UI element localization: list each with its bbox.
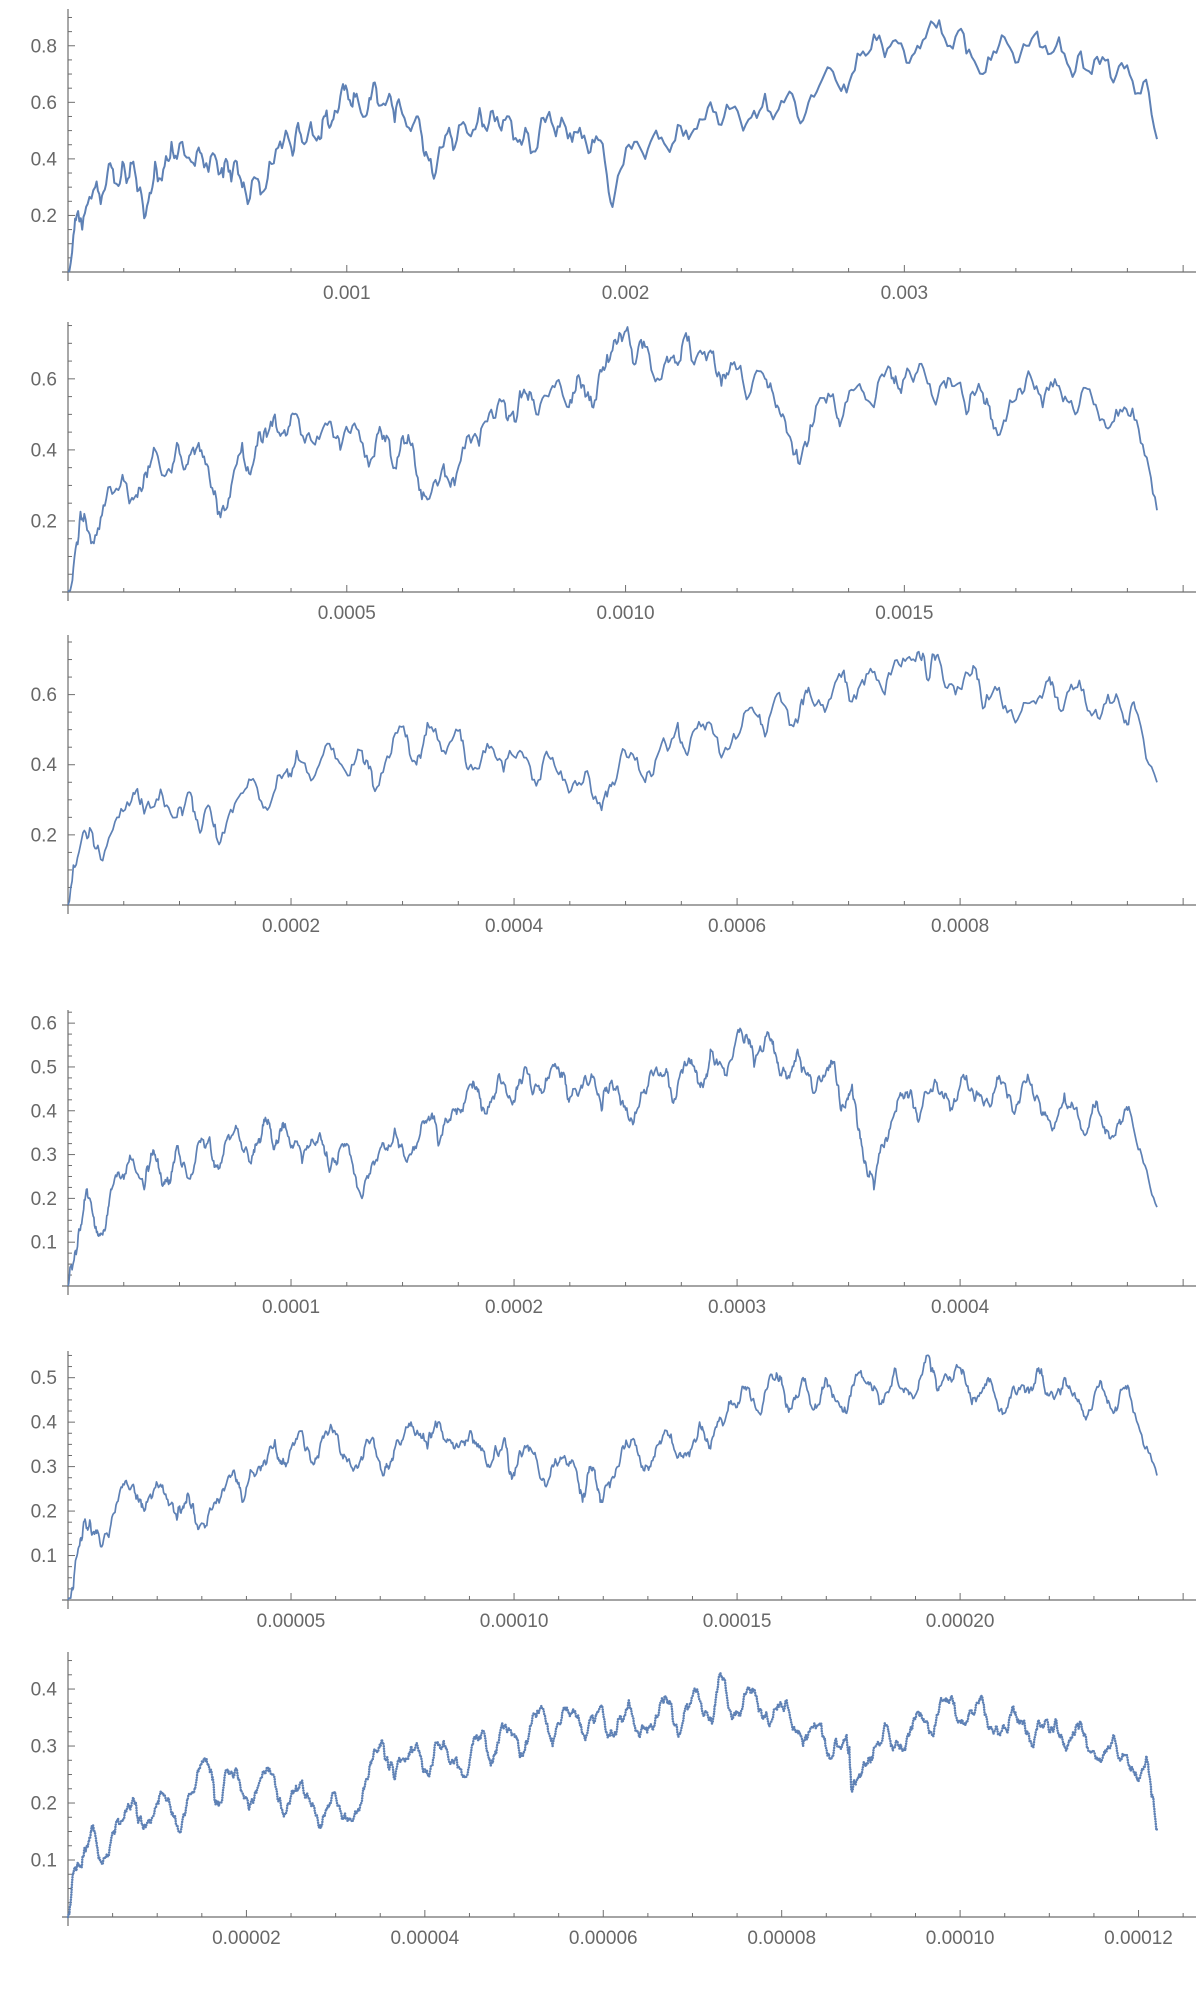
x-tick-label: 0.00002: [212, 1928, 281, 1949]
plot-1-canvas: 0.001 0.002 0.003 0.2 0.4 0.6 0.8: [31, 9, 1196, 300]
x-tick-label: 0.0004: [931, 1297, 990, 1318]
plot-5: 0.00005 0.00010 0.00015 0.00020 0.1 0.2 0.3 0.4…: [0, 1325, 1202, 1640]
plot-1: 0.001 0.002 0.003 0.2 0.4 0.6 0.8: [0, 0, 1202, 300]
y-tick-label: 0.4: [31, 440, 58, 461]
y-tick-label: 0.2: [31, 511, 57, 532]
x-tick-label: 0.0002: [262, 916, 320, 937]
x-tick-label: 0.00020: [926, 1611, 995, 1632]
ticks: [68, 16, 1184, 272]
x-tick-label: 0.00012: [1104, 1928, 1173, 1949]
x-tick-label: 0.001: [323, 283, 371, 300]
x-tick-label: 0.00005: [257, 1611, 326, 1632]
line-curve: [67, 326, 1158, 593]
ticks: [68, 325, 1184, 592]
plot-6-canvas: 0.00002 0.00004 0.00006 0.00008 0.00010 0.000…: [31, 1652, 1196, 1949]
x-tick-label: 0.0015: [875, 603, 933, 620]
x-tick-label: 0.00010: [926, 1928, 995, 1949]
y-tick-label: 0.3: [31, 1737, 57, 1758]
tick-labels: 0.0005 0.0010 0.0015 0.2 0.4 0.6: [31, 369, 934, 620]
y-tick-label: 0.1: [31, 1851, 57, 1872]
x-tick-label: 0.00015: [703, 1611, 772, 1632]
x-tick-label: 0.00006: [569, 1928, 638, 1949]
axes: [62, 1351, 1196, 1609]
scatter-curve: [66, 1671, 1159, 1919]
plot-4: 0.0001 0.0002 0.0003 0.0004 0.1 0.2 0.3 0.4 0.5 0…: [0, 940, 1202, 1325]
x-tick-label: 0.0006: [708, 916, 766, 937]
tick-labels: 0.00005 0.00010 0.00015 0.00020 0.1 0.2 0.3 0.4…: [31, 1368, 995, 1632]
y-tick-label: 0.2: [31, 1794, 57, 1815]
axes: [62, 1010, 1196, 1295]
line-curve: [67, 1027, 1158, 1287]
y-tick-label: 0.4: [31, 1413, 58, 1434]
y-tick-label: 0.4: [31, 149, 58, 170]
plot-2: 0.0005 0.0010 0.0015 0.2 0.4 0.6: [0, 300, 1202, 620]
x-tick-label: 0.00008: [747, 1928, 816, 1949]
y-tick-label: 0.6: [31, 369, 57, 390]
y-tick-label: 0.1: [31, 1233, 57, 1254]
ticks: [68, 641, 1184, 905]
y-tick-label: 0.2: [31, 1502, 57, 1523]
x-tick-label: 0.0008: [931, 916, 989, 937]
plot-3: 0.0002 0.0004 0.0006 0.0008 0.2 0.4 0.6: [0, 620, 1202, 940]
x-tick-label: 0.0010: [597, 603, 655, 620]
x-tick-label: 0.002: [602, 283, 650, 300]
y-tick-label: 0.6: [31, 685, 57, 706]
line-curve: [67, 1354, 1158, 1601]
tick-labels: 0.0002 0.0004 0.0006 0.0008 0.2 0.4 0.6: [31, 685, 990, 937]
ticks: [68, 1011, 1184, 1286]
y-tick-label: 0.3: [31, 1457, 57, 1478]
tick-labels: 0.001 0.002 0.003 0.2 0.4 0.6 0.8: [31, 36, 929, 300]
y-tick-label: 0.4: [31, 755, 58, 776]
tick-labels: 0.0001 0.0002 0.0003 0.0004 0.1 0.2 0.3 0.4 0.5 0…: [31, 1014, 990, 1318]
y-tick-label: 0.4: [31, 1101, 58, 1122]
plot-6: 0.00002 0.00004 0.00006 0.00008 0.00010 0.000…: [0, 1640, 1202, 1992]
y-tick-label: 0.4: [31, 1680, 58, 1701]
tick-labels: 0.00002 0.00004 0.00006 0.00008 0.00010 0.000…: [31, 1680, 1173, 1949]
y-tick-label: 0.6: [31, 1014, 57, 1035]
y-tick-label: 0.2: [31, 1189, 57, 1210]
axes: [62, 1652, 1196, 1926]
y-tick-label: 0.2: [31, 825, 57, 846]
line-curve: [67, 650, 1158, 906]
plot-4-canvas: 0.0001 0.0002 0.0003 0.0004 0.1 0.2 0.3 0.4 0.5 0…: [31, 1010, 1196, 1318]
y-tick-label: 0.5: [31, 1057, 57, 1078]
axes: [62, 322, 1196, 601]
y-tick-label: 0.3: [31, 1145, 57, 1166]
axes: [62, 635, 1196, 914]
y-tick-label: 0.5: [31, 1368, 57, 1389]
ticks: [68, 1660, 1184, 1917]
y-tick-label: 0.2: [31, 206, 57, 227]
x-tick-label: 0.00010: [480, 1611, 549, 1632]
x-tick-label: 0.003: [881, 283, 929, 300]
plot-3-canvas: 0.0002 0.0004 0.0006 0.0008 0.2 0.4 0.6: [31, 635, 1196, 937]
y-tick-label: 0.6: [31, 93, 57, 114]
x-tick-label: 0.0004: [485, 916, 544, 937]
x-tick-label: 0.0001: [262, 1297, 320, 1318]
x-tick-label: 0.00004: [390, 1928, 459, 1949]
x-tick-label: 0.0005: [318, 603, 376, 620]
line-curve: [67, 19, 1158, 273]
x-tick-label: 0.0003: [708, 1297, 766, 1318]
plot-2-canvas: 0.0005 0.0010 0.0015 0.2 0.4 0.6: [31, 322, 1196, 620]
plot-5-canvas: 0.00005 0.00010 0.00015 0.00020 0.1 0.2 0.3 0.4…: [31, 1351, 1196, 1632]
y-tick-label: 0.8: [31, 36, 57, 57]
x-tick-label: 0.0002: [485, 1297, 543, 1318]
y-tick-label: 0.1: [31, 1546, 57, 1567]
